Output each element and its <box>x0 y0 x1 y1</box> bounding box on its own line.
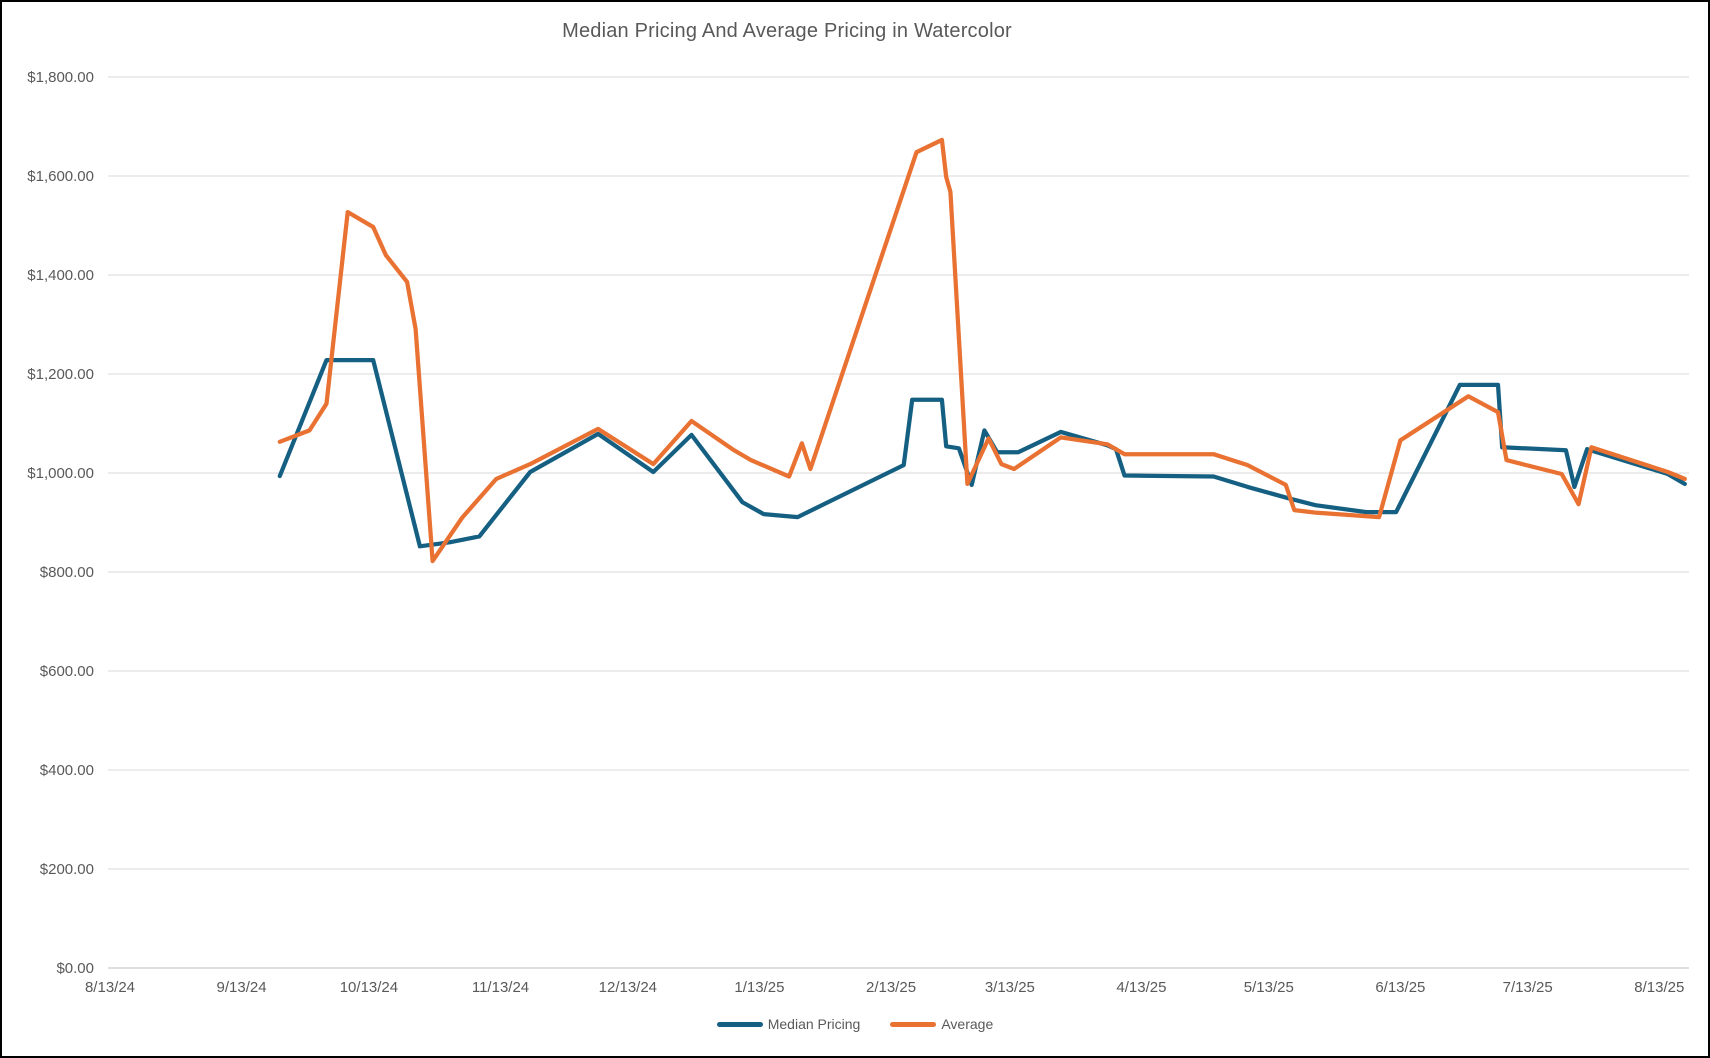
y-axis-tick-label: $0.00 <box>56 960 94 977</box>
y-axis-tick-label: $800.00 <box>40 564 94 581</box>
legend-item-median-pricing[interactable]: Median Pricing <box>716 1016 861 1032</box>
y-axis-tick-label: $1,000.00 <box>27 465 94 482</box>
legend-label-median-pricing: Median Pricing <box>767 1016 861 1032</box>
legend-item-average[interactable]: Average <box>890 1016 993 1032</box>
y-axis-tick-label: $400.00 <box>40 762 94 779</box>
legend: Median Pricing Average <box>2 1016 1708 1032</box>
x-axis-tick-label: 12/13/24 <box>599 979 657 996</box>
series-line-average[interactable] <box>277 137 1687 564</box>
x-axis-tick-label: 8/13/25 <box>1634 979 1684 996</box>
series-lines <box>277 137 1687 564</box>
y-axis-tick-label: $1,400.00 <box>27 267 94 284</box>
y-axis-tick-label: $1,600.00 <box>27 168 94 185</box>
x-axis-labels: 8/13/24 9/13/24 10/13/24 11/13/24 12/13/24 1/… <box>85 979 1684 996</box>
median-pricing-swatch <box>716 1021 763 1027</box>
x-axis-tick-label: 11/13/24 <box>472 979 529 996</box>
x-axis-tick-label: 7/13/25 <box>1503 979 1553 996</box>
x-axis-tick-label: 2/13/25 <box>866 979 916 996</box>
x-axis-tick-label: 9/13/24 <box>217 979 267 996</box>
x-axis-tick-label: 4/13/25 <box>1116 979 1166 996</box>
y-axis-tick-label: $200.00 <box>40 861 94 878</box>
y-axis-tick-label: $1,800.00 <box>27 69 94 86</box>
legend-label-average: Average <box>941 1016 994 1032</box>
x-axis-tick-label: 3/13/25 <box>985 979 1035 996</box>
x-axis-tick-label: 10/13/24 <box>340 979 398 996</box>
chart-title: Median Pricing And Average Pricing in Wa… <box>562 20 1012 42</box>
x-axis-tick-label: 8/13/24 <box>85 979 135 996</box>
gridlines <box>108 76 1689 969</box>
average-swatch <box>890 1021 937 1027</box>
y-axis-labels: $0.00 $200.00 $400.00 $600.00 $800.00 $1,000.… <box>27 69 94 977</box>
x-axis-tick-label: 6/13/25 <box>1375 979 1425 996</box>
x-axis-tick-label: 5/13/25 <box>1244 979 1294 996</box>
y-axis-tick-label: $1,200.00 <box>27 366 94 383</box>
x-axis-tick-label: 1/13/25 <box>734 979 784 996</box>
y-axis-tick-label: $600.00 <box>40 663 94 680</box>
